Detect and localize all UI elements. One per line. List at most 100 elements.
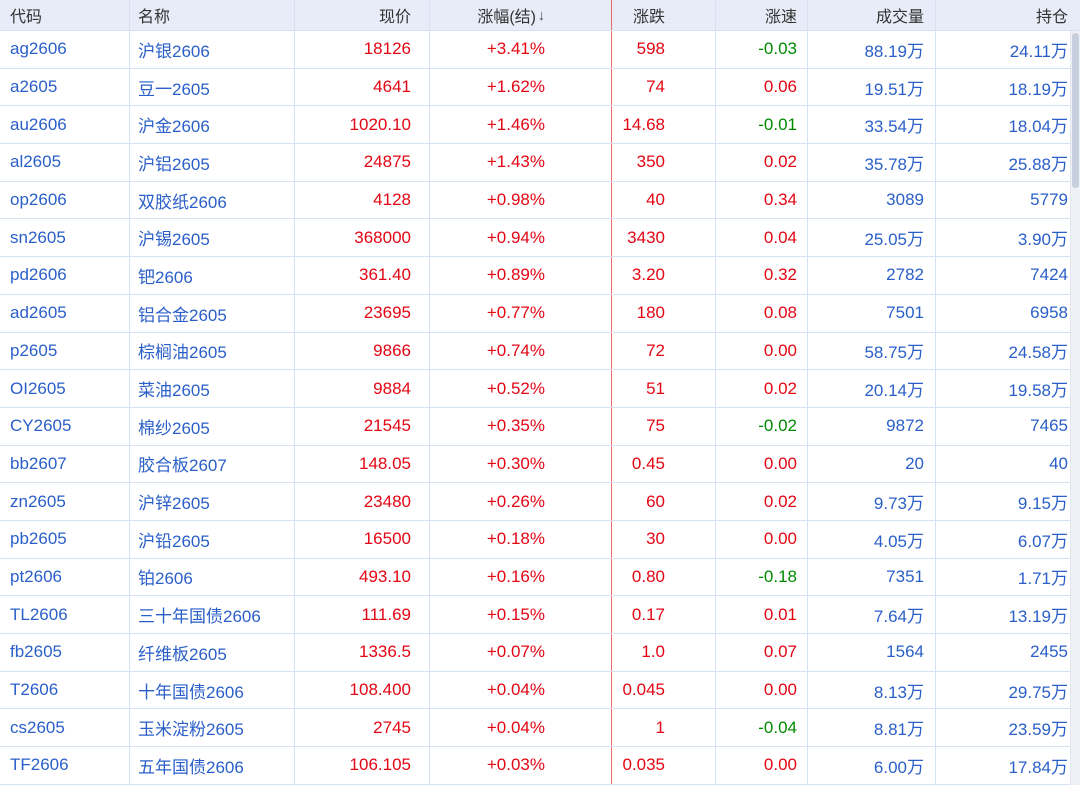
quote-row-T2606[interactable]: T2606 十年国债2606 108.400 +0.04% 0.045 0.00 8.13万… <box>0 671 1080 710</box>
column-header-price[interactable]: 现价 <box>295 0 430 30</box>
cell-pct: +0.03% <box>430 747 612 784</box>
column-header-pct[interactable]: 涨幅(结) ↓ <box>430 0 612 30</box>
cell-chg: 0.17 <box>612 596 716 633</box>
cell-price: 148.05 <box>295 445 430 483</box>
cell-chg: 180 <box>612 294 716 332</box>
cell-price: 108.400 <box>295 671 430 709</box>
cell-vol: 20.14万 <box>808 370 936 407</box>
quote-row-ad2605[interactable]: ad2605 铝合金2605 23695 +0.77% 180 0.08 7501 6958 <box>0 294 1080 333</box>
cell-oi: 23.59万 <box>1008 720 1068 740</box>
column-header-speed[interactable]: 涨速 <box>716 0 808 30</box>
cell-name: 沪铅2605 <box>130 520 295 558</box>
cell-code: fb2605 <box>0 634 130 671</box>
cell-oi: 18.04万 <box>1008 117 1068 137</box>
column-header-vol[interactable]: 成交量 <box>808 0 936 30</box>
cell-price: 111.69 <box>295 596 430 633</box>
cell-price: 1020.10 <box>295 106 430 144</box>
cell-vol: 20 <box>808 445 936 483</box>
cell-pct: +0.26% <box>430 483 612 520</box>
cell-code: CY2605 <box>0 407 130 445</box>
cell-name: 双胶纸2606 <box>130 181 295 219</box>
cell-pct: +1.46% <box>430 106 612 144</box>
futures-table-header: 代码 名称 现价 涨幅(结) ↓ 涨跌 涨速 成交量 持仓 <box>0 0 1080 31</box>
cell-vol: 1564 <box>808 634 936 671</box>
cell-price: 4641 <box>295 68 430 106</box>
quote-row-p2605[interactable]: p2605 棕榈油2605 9866 +0.74% 72 0.00 58.75万 24.58万 <box>0 332 1080 371</box>
cell-price: 24875 <box>295 144 430 181</box>
cell-vol: 25.05万 <box>808 219 936 257</box>
cell-price: 23695 <box>295 294 430 332</box>
cell-price: 9884 <box>295 370 430 407</box>
cell-speed: 0.32 <box>716 257 808 294</box>
quote-row-op2606[interactable]: op2606 双胶纸2606 4128 +0.98% 40 0.34 3089 5779 <box>0 181 1080 220</box>
cell-chg: 3430 <box>612 219 716 257</box>
cell-speed: -0.01 <box>716 106 808 144</box>
cell-name: 沪金2606 <box>130 106 295 144</box>
quote-row-cs2605[interactable]: cs2605 玉米淀粉2605 2745 +0.04% 1 -0.04 8.81万 23.59… <box>0 709 1080 748</box>
quote-row-CY2605[interactable]: CY2605 棉纱2605 21545 +0.35% 75 -0.02 9872 7465 <box>0 407 1080 446</box>
quote-row-pt2606[interactable]: pt2606 铂2606 493.10 +0.16% 0.80 -0.18 7351 1.71… <box>0 558 1080 597</box>
cell-price: 368000 <box>295 219 430 257</box>
cell-pct: +0.98% <box>430 181 612 219</box>
cell-speed: -0.03 <box>716 31 808 68</box>
quote-row-zn2605[interactable]: zn2605 沪锌2605 23480 +0.26% 60 0.02 9.73万 9.15万 <box>0 483 1080 521</box>
vertical-scrollbar[interactable] <box>1070 31 1080 785</box>
quote-row-TL2606[interactable]: TL2606 三十年国债2606 111.69 +0.15% 0.17 0.01 7.64万… <box>0 596 1080 634</box>
cell-code: p2605 <box>0 332 130 370</box>
cell-pct: +1.43% <box>430 144 612 181</box>
cell-vol: 7.64万 <box>808 596 936 633</box>
cell-name: 十年国债2606 <box>130 671 295 709</box>
cell-price: 361.40 <box>295 257 430 294</box>
cell-price: 4128 <box>295 181 430 219</box>
quote-row-a2605[interactable]: a2605 豆一2605 4641 +1.62% 74 0.06 19.51万 18.19万 <box>0 68 1080 107</box>
cell-vol: 33.54万 <box>808 106 936 144</box>
cell-vol: 2782 <box>808 257 936 294</box>
cell-code: pt2606 <box>0 558 130 596</box>
cell-name: 玉米淀粉2605 <box>130 709 295 747</box>
cell-name: 豆一2605 <box>130 68 295 106</box>
cell-speed: 0.02 <box>716 483 808 520</box>
cell-pct: +0.04% <box>430 671 612 709</box>
cell-chg: 51 <box>612 370 716 407</box>
cell-chg: 72 <box>612 332 716 370</box>
cell-name: 铂2606 <box>130 558 295 596</box>
cell-pct: +0.18% <box>430 520 612 558</box>
quote-row-pd2606[interactable]: pd2606 钯2606 361.40 +0.89% 3.20 0.32 2782 7424 <box>0 257 1080 295</box>
quote-row-fb2605[interactable]: fb2605 纤维板2605 1336.5 +0.07% 1.0 0.07 1564 2455 <box>0 634 1080 672</box>
column-header-oi[interactable]: 持仓 <box>936 0 1080 30</box>
cell-oi: 24.11万 <box>1009 41 1068 61</box>
quote-row-ag2606[interactable]: ag2606 沪银2606 18126 +3.41% 598 -0.03 88.19万 24.… <box>0 31 1080 69</box>
cell-price: 23480 <box>295 483 430 520</box>
cell-code: op2606 <box>0 181 130 219</box>
cell-code: ag2606 <box>0 31 130 68</box>
column-header-code[interactable]: 代码 <box>0 0 130 30</box>
cell-oi: 40 <box>1049 453 1068 473</box>
cell-code: cs2605 <box>0 709 130 747</box>
cell-chg: 1.0 <box>612 634 716 671</box>
cell-pct: +0.16% <box>430 558 612 596</box>
cell-code: TF2606 <box>0 747 130 784</box>
cell-vol: 88.19万 <box>808 31 936 68</box>
quote-row-pb2605[interactable]: pb2605 沪铅2605 16500 +0.18% 30 0.00 4.05万 6.07万 <box>0 520 1080 559</box>
cell-code: TL2606 <box>0 596 130 633</box>
quote-row-au2606[interactable]: au2606 沪金2606 1020.10 +1.46% 14.68 -0.01 33.54… <box>0 106 1080 145</box>
quote-row-OI2605[interactable]: OI2605 菜油2605 9884 +0.52% 51 0.02 20.14万 19.58万 <box>0 370 1080 408</box>
cell-speed: 0.00 <box>716 520 808 558</box>
column-header-label: 代码 <box>10 9 43 26</box>
scrollbar-thumb[interactable] <box>1072 33 1079 188</box>
quote-row-bb2607[interactable]: bb2607 胶合板2607 148.05 +0.30% 0.45 0.00 20 40 <box>0 445 1080 484</box>
cell-name: 菜油2605 <box>130 370 295 407</box>
cell-pct: +0.30% <box>430 445 612 483</box>
quote-row-TF2606[interactable]: TF2606 五年国债2606 106.105 +0.03% 0.035 0.00 6.00… <box>0 747 1080 785</box>
cell-speed: 0.34 <box>716 181 808 219</box>
quote-row-al2605[interactable]: al2605 沪铝2605 24875 +1.43% 350 0.02 35.78万 25.8… <box>0 144 1080 182</box>
cell-code: pb2605 <box>0 520 130 558</box>
cell-oi: 6.07万 <box>1017 531 1068 551</box>
cell-vol: 9872 <box>808 407 936 445</box>
cell-name: 三十年国债2606 <box>130 596 295 633</box>
column-header-chg[interactable]: 涨跌 <box>612 0 716 30</box>
quote-row-sn2605[interactable]: sn2605 沪锡2605 368000 +0.94% 3430 0.04 25.05万 3.… <box>0 219 1080 258</box>
column-header-name[interactable]: 名称 <box>130 0 295 30</box>
cell-name: 胶合板2607 <box>130 445 295 483</box>
